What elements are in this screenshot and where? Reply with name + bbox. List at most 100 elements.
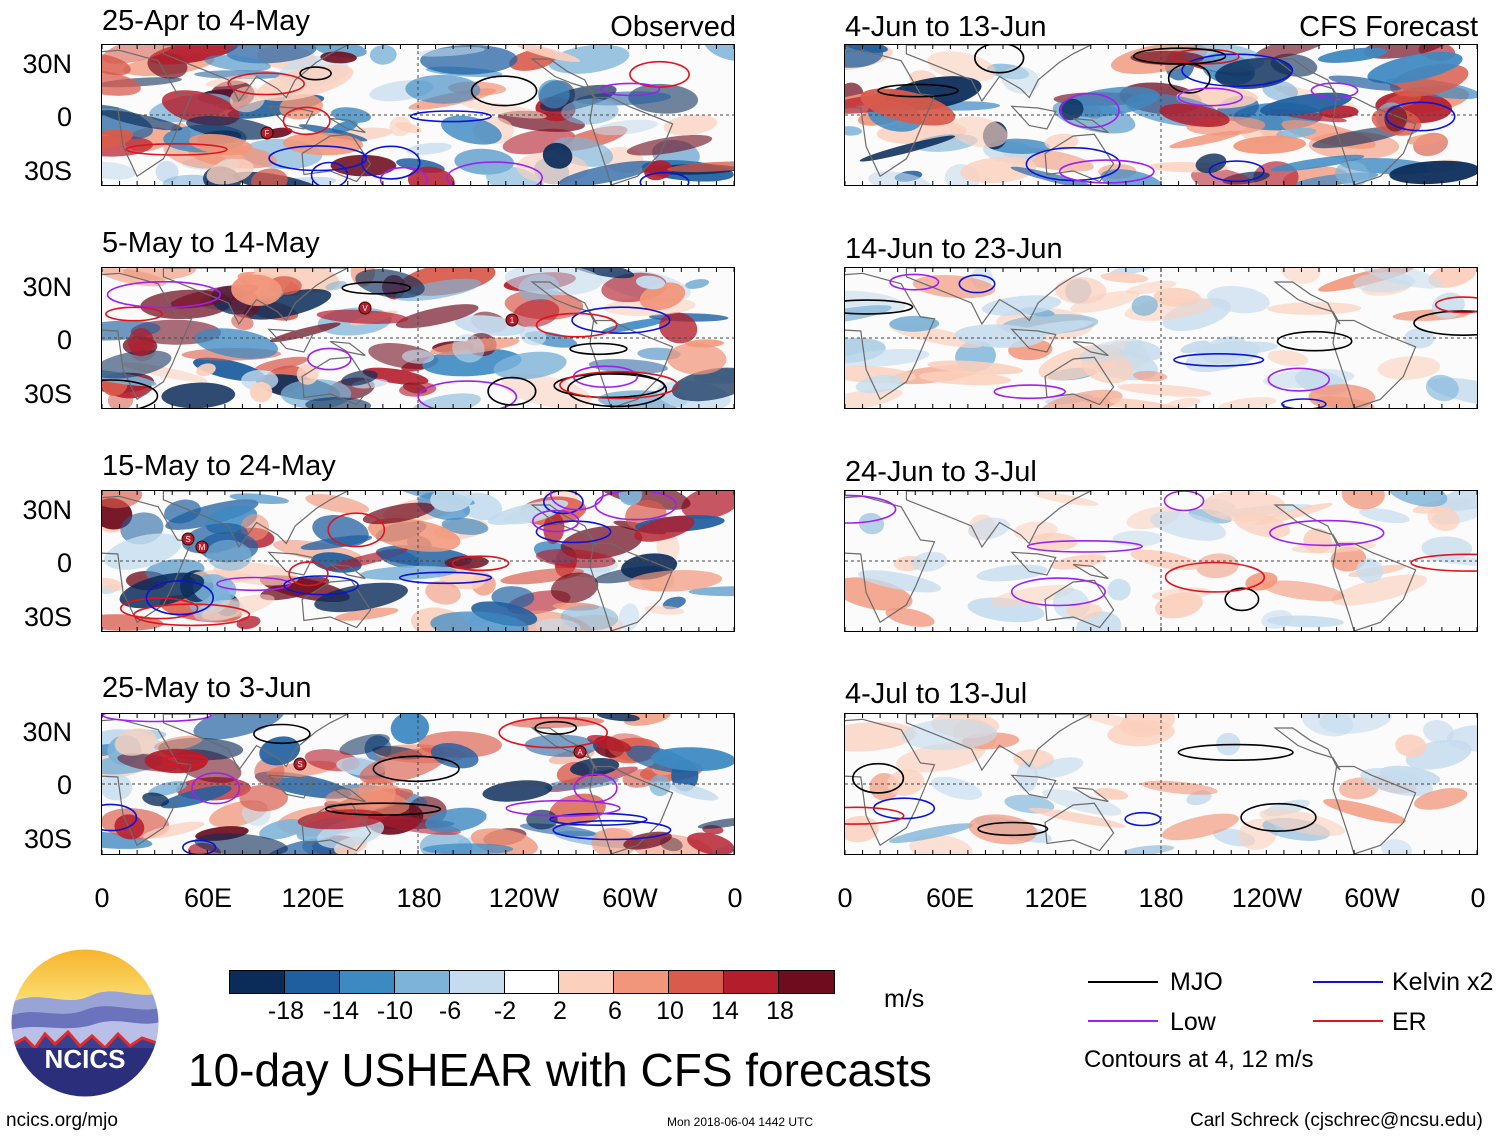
legend-label-kelvin: Kelvin x2 (1392, 968, 1494, 996)
footer-timestamp: Mon 2018-06-04 1442 UTC (667, 1115, 814, 1129)
observed-panel-title-1: 25-Apr to 4-May (102, 5, 310, 37)
colorbar-swatch (614, 971, 670, 993)
storm-marker: S (293, 757, 307, 771)
storm-marker: V (358, 301, 372, 315)
lat-label-30s: 30S (23, 824, 72, 854)
forecast-panel-title-4: 4-Jul to 13-Jul (845, 678, 1028, 710)
legend-line-kelvin (1313, 981, 1383, 983)
lon-label: 120W (488, 883, 560, 913)
colorbar-units: m/s (884, 985, 925, 1013)
footer-author: Carl Schreck (cjschrec@ncsu.edu) (1190, 1110, 1483, 1131)
colorbar-swatch (230, 971, 285, 993)
lat-label-30s: 30S (23, 602, 72, 632)
colorbar-tick: -14 (322, 997, 360, 1025)
lon-label: 60W (602, 883, 658, 913)
storm-marker-label: V (362, 304, 368, 313)
lat-label-30s: 30S (23, 379, 72, 409)
colorbar-swatch (559, 971, 615, 993)
lat-label-eq: 0 (56, 102, 72, 132)
legend-line-mjo (1088, 981, 1158, 983)
lat-label-eq: 0 (56, 325, 72, 355)
storm-marker: F (260, 126, 274, 140)
storm-marker: A (573, 745, 587, 759)
lon-label: 180 (1138, 883, 1184, 913)
legend-line-er (1313, 1020, 1383, 1022)
colorbar-swatch (504, 971, 560, 993)
colorbar-tick: 2 (553, 997, 567, 1025)
colorbar-tick: -18 (267, 997, 305, 1025)
legend-line-low (1088, 1020, 1158, 1022)
storm-marker-label: 1 (510, 316, 515, 325)
storm-marker-label: A (577, 748, 583, 757)
forecast-panel-title-3: 24-Jun to 3-Jul (845, 456, 1037, 488)
observed-panel-title-3: 15-May to 24-May (102, 450, 336, 482)
shear-field-svg (845, 714, 1477, 854)
observed-map-panel-1: F (101, 44, 735, 186)
colorbar-swatch (779, 971, 834, 993)
legend-label-er: ER (1392, 1008, 1427, 1036)
lon-label: 60W (1344, 883, 1400, 913)
colorbar-tick: -10 (376, 997, 414, 1025)
lon-label: 0 (94, 883, 110, 913)
forecast-panel-title-2: 14-Jun to 23-Jun (845, 233, 1063, 265)
shear-field-svg (845, 45, 1477, 185)
lat-label-30n: 30N (22, 495, 72, 525)
storm-marker: 1 (505, 313, 519, 327)
lon-label: 0 (727, 883, 743, 913)
colorbar-tick: 14 (711, 997, 739, 1025)
main-title: 10-day USHEAR with CFS forecasts (188, 1044, 932, 1096)
forecast-map-panel-3 (844, 490, 1478, 632)
colorbar (229, 970, 835, 994)
legend-label-low: Low (1170, 1008, 1216, 1036)
colorbar-tick: 10 (656, 997, 684, 1025)
observed-panel-title-4: 25-May to 3-Jun (102, 672, 312, 704)
forecast-map-panel-2 (844, 267, 1478, 409)
shear-field-svg (845, 491, 1477, 631)
lat-label-eq: 0 (56, 770, 72, 800)
storm-marker-label: S (185, 535, 190, 544)
colorbar-tick: -2 (493, 997, 517, 1025)
shear-field-svg: V1 (102, 268, 734, 408)
storm-marker-label: M (199, 543, 206, 552)
colorbar-swatch (669, 971, 725, 993)
colorbar-swatch (339, 971, 395, 993)
observed-label: Observed (610, 11, 736, 43)
colorbar-swatch (394, 971, 450, 993)
storm-marker-label: S (297, 760, 302, 769)
colorbar-swatch (284, 971, 340, 993)
forecast-panel-title-1: 4-Jun to 13-Jun (845, 11, 1047, 43)
shear-field-svg: SA (102, 714, 734, 854)
storm-marker: M (195, 540, 209, 554)
forecast-label: CFS Forecast (1299, 11, 1478, 43)
contour-note: Contours at 4, 12 m/s (1084, 1046, 1314, 1073)
forecast-map-panel-1 (844, 44, 1478, 186)
shear-field-svg (845, 268, 1477, 408)
lon-label: 60E (925, 883, 975, 913)
lon-label: 120E (1024, 883, 1088, 913)
lat-label-30n: 30N (22, 272, 72, 302)
lon-label: 0 (837, 883, 853, 913)
colorbar-tick: 6 (608, 997, 622, 1025)
shear-field-svg: SM (102, 491, 734, 631)
lon-label: 60E (183, 883, 233, 913)
storm-marker: S (181, 532, 195, 546)
colorbar-tick: -6 (438, 997, 462, 1025)
lon-label: 120E (281, 883, 345, 913)
footer-url: ncics.org/mjo (6, 1110, 118, 1131)
lat-label-30n: 30N (22, 49, 72, 79)
colorbar-swatch (449, 971, 505, 993)
logo-text: NCICS (45, 1044, 126, 1074)
lat-label-30n: 30N (22, 717, 72, 747)
lon-label: 0 (1470, 883, 1486, 913)
lon-label: 180 (396, 883, 442, 913)
lon-label: 120W (1231, 883, 1303, 913)
colorbar-tick: 18 (766, 997, 794, 1025)
observed-panel-title-2: 5-May to 14-May (102, 227, 320, 259)
lat-label-eq: 0 (56, 548, 72, 578)
lat-label-30s: 30S (23, 156, 72, 186)
ncics-logo: NCICS (10, 948, 160, 1098)
forecast-map-panel-4 (844, 713, 1478, 855)
